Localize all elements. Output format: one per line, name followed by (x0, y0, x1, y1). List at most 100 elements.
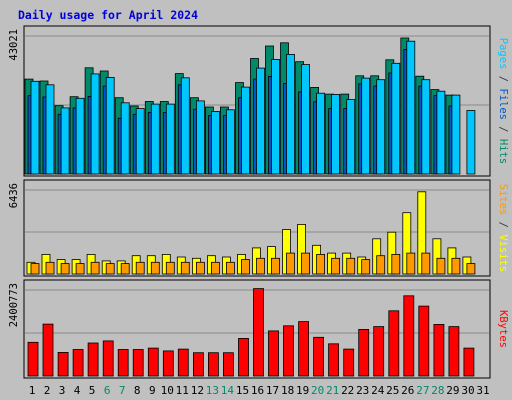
bar-kbytes-day-7: KBytes 7: 740000 (117, 349, 129, 377)
bar-kbytes-day-27: KBytes 27: 1950000 (418, 305, 430, 377)
bar-kbytes-day-24: KBytes 24: 1380000 (373, 326, 385, 377)
x-tick-label-day-24: 24 (371, 384, 385, 397)
legend-label-4: Hits (497, 139, 509, 164)
bar-sites-day-5: Sites 5: 900 (90, 261, 100, 275)
bar-pages-day-19: Pages 19: 34100 (301, 64, 311, 175)
y-max-label: 43021 (8, 29, 20, 61)
bar-pages-day-14: Pages 14: 20000 (225, 109, 235, 175)
bar-sites-day-11: Sites 11: 900 (180, 261, 190, 275)
x-tick-label-day-3: 3 (59, 384, 66, 397)
x-tick-label-day-23: 23 (356, 384, 369, 397)
bar-pages-day-21: Pages 21: 24800 (331, 94, 341, 175)
x-tick-label-day-11: 11 (176, 384, 189, 397)
bar-pages-day-8: Pages 8: 20400 (135, 108, 145, 175)
bar-sites-day-17: Sites 17: 1200 (271, 257, 280, 275)
bar-pages-day-2: Pages 2: 27800 (45, 84, 55, 175)
bar-sites-day-10: Sites 10: 900 (165, 261, 175, 275)
bar-kbytes-day-16: KBytes 16: 2440000 (253, 288, 264, 377)
x-tick-label-day-28: 28 (431, 384, 444, 397)
bar-sites-day-6: Sites 6: 800 (105, 263, 115, 275)
bar-pages-day-24: Pages 24: 29400 (376, 79, 386, 175)
x-tick-label-day-21: 21 (326, 384, 339, 397)
bar-kbytes-day-20: KBytes 20: 1080000 (313, 336, 325, 377)
bar-sites-day-29: Sites 29: 1200 (451, 257, 461, 275)
bar-pages-day-27: Pages 27: 29400 (421, 79, 431, 175)
bar-pages-day-9: Pages 9: 21800 (150, 103, 160, 175)
bar-sites-day-2: Sites 2: 900 (45, 261, 55, 275)
x-tick-label-day-13: 13 (206, 384, 219, 397)
bar-sites-day-25: Sites 25: 1500 (391, 253, 401, 275)
bar-kbytes-day-23: KBytes 23: 1300000 (358, 328, 370, 377)
x-tick-label-day-15: 15 (236, 384, 249, 397)
side-legend-middle: Sites / Visits (497, 184, 509, 273)
bar-kbytes-day-5: KBytes 5: 920000 (87, 342, 99, 377)
bar-kbytes-day-29: KBytes 29: 1380000 (448, 326, 460, 377)
bar-sites-day-18: Sites 18: 1600 (286, 252, 295, 275)
x-tick-label-day-10: 10 (161, 384, 174, 397)
bar-pages-day-29: Pages 29: 24600 (451, 94, 461, 175)
x-tick-label-day-29: 29 (446, 384, 459, 397)
x-tick-label-day-31: 31 (476, 384, 489, 397)
bar-sites-day-28: Sites 28: 1200 (436, 257, 446, 275)
bar-kbytes-day-28: KBytes 28: 1440000 (433, 323, 445, 377)
y-max-label: 6436 (8, 183, 20, 208)
side-legend-top: Pages / Files / Hits (497, 38, 509, 164)
bar-sites-day-30: Sites 30: 800 (466, 263, 476, 275)
x-tick-label-day-26: 26 (401, 384, 414, 397)
bar-sites-day-13: Sites 13: 900 (210, 261, 220, 275)
bar-kbytes-day-26: KBytes 26: 2240000 (403, 295, 415, 377)
x-tick-label-day-25: 25 (386, 384, 399, 397)
bar-sites-day-27: Sites 27: 1600 (421, 252, 431, 275)
panel-middle: 6436Visits 1: 900Sites 1: 800Visits 2: 1… (8, 179, 509, 277)
bar-pages-day-16: Pages 16: 33000 (256, 67, 265, 175)
bar-kbytes-day-1: KBytes 1: 940000 (27, 341, 39, 377)
side-legend-bottom: KBytes (497, 310, 509, 348)
x-tick-label-day-20: 20 (311, 384, 324, 397)
bar-kbytes-day-4: KBytes 4: 740000 (72, 349, 84, 377)
bar-pages-day-28: Pages 28: 25800 (436, 90, 446, 175)
x-tick-label-day-4: 4 (74, 384, 81, 397)
bar-sites-day-16: Sites 16: 1200 (256, 257, 265, 275)
x-tick-label-day-2: 2 (44, 384, 51, 397)
bar-sites-day-1: Sites 1: 800 (30, 263, 40, 275)
bar-pages-day-5: Pages 5: 31200 (90, 73, 100, 175)
legend-label-1: / (497, 69, 509, 88)
bar-kbytes-day-11: KBytes 11: 750000 (177, 348, 189, 377)
bar-pages-day-30: Pages 30: 19800 (466, 110, 476, 175)
bar-pages-day-26: Pages 26: 41400 (406, 40, 416, 175)
bar-sites-day-24: Sites 24: 1400 (376, 255, 386, 275)
y-max-label: 2400773 (8, 283, 20, 327)
bar-kbytes-day-9: KBytes 9: 780000 (147, 347, 159, 377)
bar-sites-day-3: Sites 3: 800 (60, 263, 70, 275)
x-tick-label-day-27: 27 (416, 384, 429, 397)
bar-kbytes-day-17: KBytes 17: 1260000 (268, 330, 279, 377)
bar-pages-day-18: Pages 18: 37300 (286, 54, 295, 175)
x-tick-label-day-12: 12 (191, 384, 204, 397)
bar-kbytes-day-8: KBytes 8: 740000 (132, 349, 144, 377)
bar-kbytes-day-25: KBytes 25: 1820000 (388, 310, 400, 377)
bar-sites-day-21: Sites 21: 1200 (331, 257, 341, 275)
bar-sites-day-8: Sites 8: 900 (135, 261, 145, 275)
x-tick-label-day-19: 19 (296, 384, 309, 397)
x-tick-label-day-14: 14 (221, 384, 235, 397)
bar-sites-day-4: Sites 4: 800 (75, 263, 85, 275)
bar-kbytes-day-12: KBytes 12: 650000 (192, 352, 204, 377)
bar-pages-day-4: Pages 4: 23600 (75, 97, 85, 175)
bar-kbytes-day-18: KBytes 18: 1400000 (283, 325, 294, 377)
x-tick-label-day-1: 1 (29, 384, 36, 397)
bar-pages-day-3: Pages 3: 20600 (60, 107, 70, 175)
legend-label-2: Files (497, 88, 509, 120)
bar-pages-day-11: Pages 11: 30000 (180, 77, 190, 175)
x-tick-label-day-18: 18 (281, 384, 294, 397)
x-tick-label-day-6: 6 (104, 384, 111, 397)
bar-kbytes-day-6: KBytes 6: 980000 (102, 340, 114, 377)
bar-kbytes-day-3: KBytes 3: 660000 (57, 351, 69, 377)
bar-kbytes-day-22: KBytes 22: 750000 (343, 348, 355, 377)
bar-kbytes-day-13: KBytes 13: 650000 (207, 352, 219, 377)
bar-sites-day-12: Sites 12: 900 (195, 261, 205, 275)
bar-kbytes-day-15: KBytes 15: 1050000 (238, 337, 249, 377)
bar-sites-day-20: Sites 20: 1500 (316, 253, 326, 275)
legend-label-2: Visits (497, 234, 509, 272)
bar-sites-day-14: Sites 14: 900 (225, 261, 235, 275)
